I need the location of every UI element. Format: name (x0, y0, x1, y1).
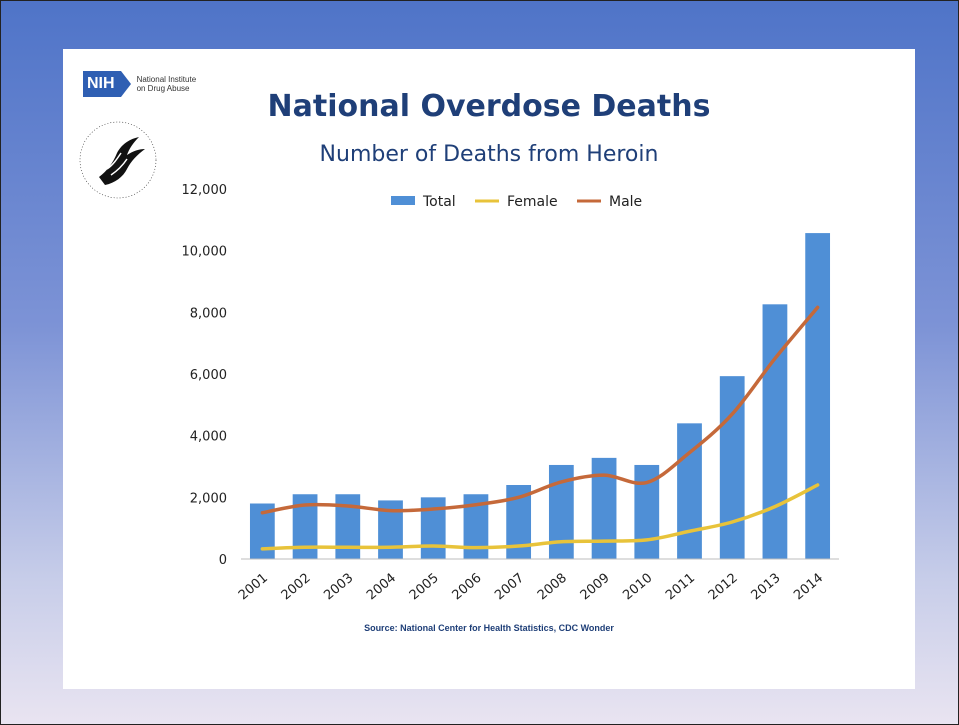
x-tick-label: 2013 (749, 571, 784, 604)
nih-logo: NIH National Institute on Drug Abuse (83, 69, 196, 99)
x-tick-label: 2012 (706, 571, 741, 604)
legend: Total Female Male (391, 194, 642, 210)
x-tick-label: 2009 (578, 571, 613, 604)
line-male (260, 305, 820, 515)
legend-label: Male (609, 194, 642, 210)
x-tick-label: 2014 (791, 571, 826, 604)
x-tick-label: 2005 (407, 571, 442, 604)
x-tick-label: 2006 (450, 571, 485, 604)
y-tick-label: 8,000 (190, 306, 227, 321)
bar-total-2014 (805, 233, 831, 559)
y-tick-label: 12,000 (182, 183, 228, 198)
bar-total-2009 (591, 457, 617, 559)
legend-item-female: Female (475, 194, 558, 210)
x-tick-label: 2008 (535, 571, 570, 604)
x-axis: 2001 2002 2003 2004 2005 2006 2007 2008 2009 2010… (236, 558, 839, 604)
line-female (260, 483, 820, 551)
nih-institute-name: National Institute on Drug Abuse (137, 75, 197, 93)
x-tick-label: 2011 (663, 571, 698, 604)
x-tick-label: 2007 (492, 571, 527, 604)
nih-name-line-2: on Drug Abuse (136, 84, 190, 93)
bar-series-total (249, 233, 831, 559)
x-tick-label: 2001 (236, 571, 271, 604)
legend-label: Total (422, 194, 456, 210)
y-tick-label: 4,000 (190, 430, 227, 445)
chart-source: Source: National Center for Health Stati… (364, 623, 614, 633)
legend-label: Female (507, 194, 558, 210)
y-tick-label: 10,000 (182, 245, 228, 260)
chart-title: National Overdose Deaths (267, 89, 711, 124)
slide: NIH National Institute on Drug Abuse Nat… (63, 49, 915, 689)
hhs-seal-icon (79, 121, 157, 199)
x-tick-label: 2003 (321, 571, 356, 604)
x-tick-label: 2010 (620, 571, 655, 604)
y-tick-label: 0 (219, 553, 227, 568)
nih-badge: NIH (83, 71, 131, 97)
y-tick-label: 2,000 (190, 491, 227, 506)
chart-subtitle: Number of Deaths from Heroin (319, 142, 659, 167)
legend-swatch-total (391, 196, 415, 205)
bar-total-2005 (420, 497, 446, 559)
x-tick-label: 2004 (364, 571, 399, 604)
y-axis: 0 2,000 4,000 6,000 8,000 10,000 12,000 (182, 183, 228, 568)
nih-name-line-1: National Institute (136, 75, 197, 84)
legend-item-total: Total (391, 194, 456, 210)
y-tick-label: 6,000 (190, 368, 227, 383)
legend-item-male: Male (577, 194, 642, 210)
bar-total-2013 (762, 304, 788, 559)
x-tick-label: 2002 (279, 571, 314, 604)
line-series (260, 305, 820, 551)
